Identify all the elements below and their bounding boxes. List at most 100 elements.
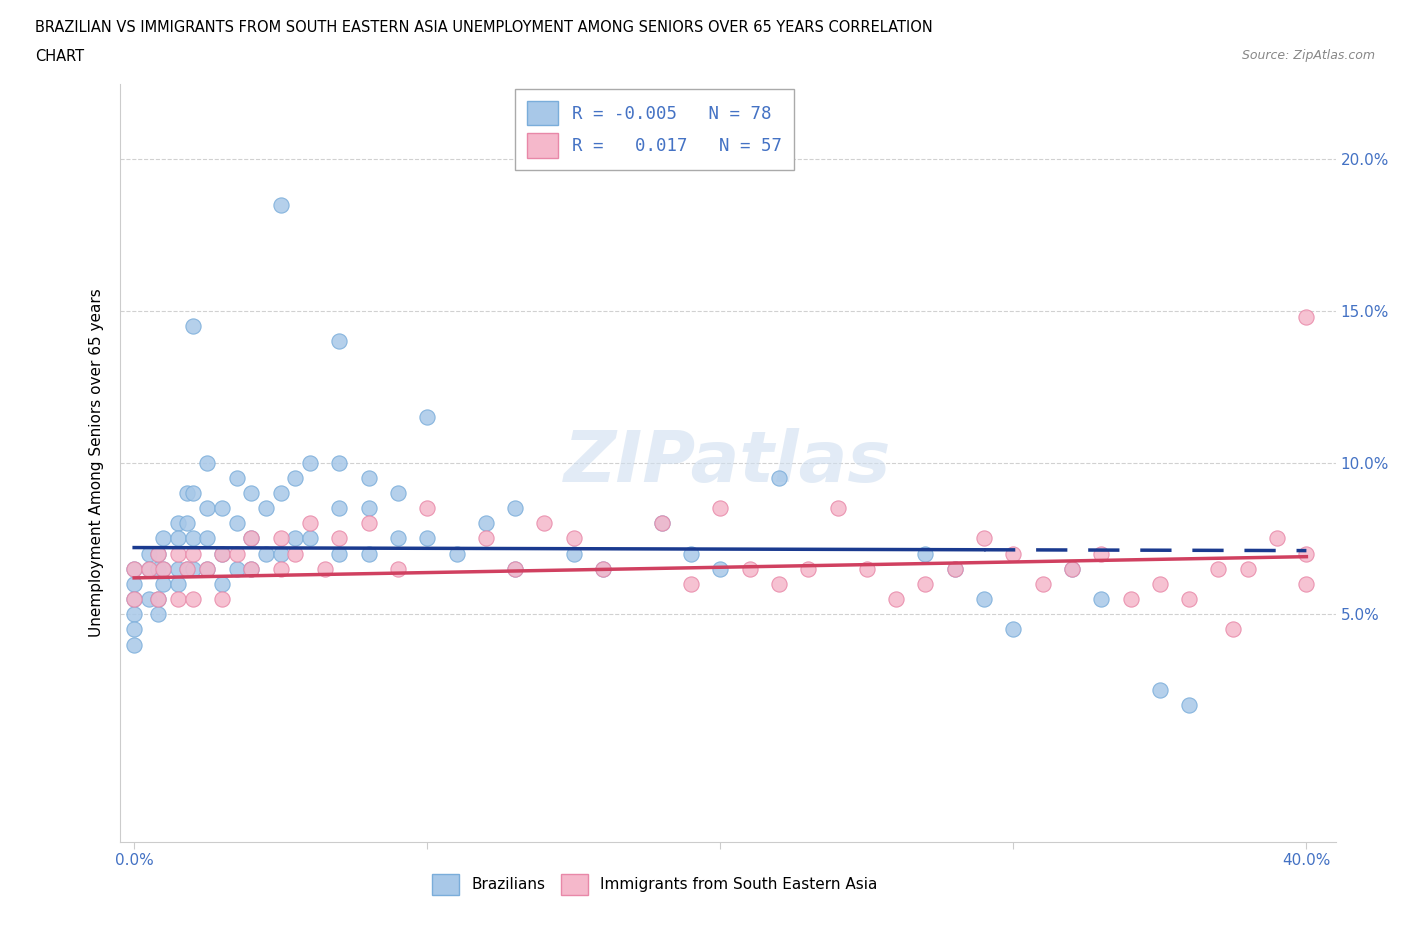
Point [475,531,498,546]
Point [679,546,702,561]
Point [416,410,439,425]
Point [1222,622,1244,637]
Point [122,562,145,577]
Point [254,546,277,561]
Point [176,562,198,577]
Point [284,546,307,561]
Point [122,591,145,606]
Point [146,591,169,606]
Point [240,562,263,577]
Point [738,562,761,577]
Point [138,562,160,577]
Point [211,577,233,591]
Point [197,531,219,546]
Point [167,591,190,606]
Point [181,591,204,606]
Point [211,500,233,515]
Point [328,500,350,515]
Point [1032,577,1054,591]
Point [1178,591,1201,606]
Point [446,546,468,561]
Text: Source: ZipAtlas.com: Source: ZipAtlas.com [1241,49,1375,62]
Point [138,591,160,606]
Point [1149,683,1171,698]
Point [146,607,169,622]
Point [298,516,321,531]
Point [973,531,995,546]
Point [475,516,498,531]
Point [138,562,160,577]
Point [122,622,145,637]
Point [138,546,160,561]
Point [254,500,277,515]
Point [1090,546,1112,561]
Point [240,531,263,546]
Point [328,334,350,349]
Point [181,562,204,577]
Point [270,197,292,212]
Point [225,546,247,561]
Point [914,577,936,591]
Point [152,562,174,577]
Point [211,546,233,561]
Point [856,562,879,577]
Point [387,531,409,546]
Point [211,546,233,561]
Point [146,546,169,561]
Point [167,516,190,531]
Point [122,591,145,606]
Point [298,531,321,546]
Point [181,319,204,334]
Point [533,516,555,531]
Point [225,562,247,577]
Point [197,562,219,577]
Point [284,471,307,485]
Point [146,591,169,606]
Point [176,562,198,577]
Point [176,516,198,531]
Point [416,531,439,546]
Point [503,500,526,515]
Y-axis label: Unemployment Among Seniors over 65 years: Unemployment Among Seniors over 65 years [89,288,104,637]
Point [1208,562,1230,577]
Point [328,531,350,546]
Point [943,562,966,577]
Point [211,591,233,606]
Point [240,562,263,577]
Point [122,637,145,652]
Point [797,562,820,577]
Point [240,485,263,500]
Point [357,471,380,485]
Point [387,485,409,500]
Point [314,562,336,577]
Point [592,562,614,577]
Point [562,546,585,561]
Point [768,577,790,591]
Point [225,516,247,531]
Point [181,531,204,546]
Point [298,456,321,471]
Point [416,500,439,515]
Point [1265,531,1288,546]
Point [1090,591,1112,606]
Point [167,531,190,546]
Point [1060,562,1083,577]
Point [1119,591,1142,606]
Point [197,500,219,515]
Point [167,577,190,591]
Point [973,591,995,606]
Point [768,471,790,485]
Point [1178,698,1201,712]
Point [503,562,526,577]
Point [1236,562,1258,577]
Point [709,562,731,577]
Point [176,485,198,500]
Point [122,607,145,622]
Point [357,516,380,531]
Point [152,577,174,591]
Point [240,531,263,546]
Point [592,562,614,577]
Point [884,591,907,606]
Point [1002,622,1025,637]
Point [1295,577,1317,591]
